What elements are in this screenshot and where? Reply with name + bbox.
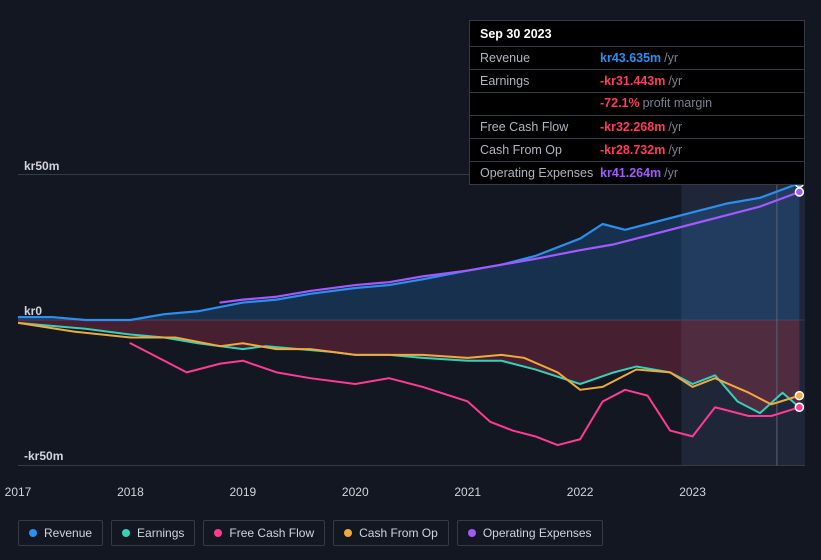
legend-item[interactable]: Cash From Op [333, 520, 449, 546]
legend-item[interactable]: Revenue [18, 520, 103, 546]
tooltip-row-unit: /yr [668, 120, 682, 134]
x-axis-label: 2021 [454, 485, 481, 499]
tooltip-row-unit: /yr [668, 74, 682, 88]
x-axis-label: 2023 [679, 485, 706, 499]
legend-dot [468, 529, 476, 537]
legend-label: Free Cash Flow [229, 526, 314, 540]
legend-item[interactable]: Earnings [111, 520, 195, 546]
legend-dot [344, 529, 352, 537]
tooltip-row-unit: /yr [664, 51, 678, 65]
chart-legend: Revenue Earnings Free Cash Flow Cash From O… [18, 520, 603, 546]
y-axis-label: -kr50m [24, 449, 63, 463]
x-axis-label: 2022 [567, 485, 594, 499]
tooltip-row-value: kr43.635m [600, 51, 661, 65]
tooltip-sub-value: -72.1% [600, 96, 640, 110]
tooltip-row-label: Free Cash Flow [480, 120, 600, 134]
x-axis-label: 2017 [5, 485, 32, 499]
tooltip-row-value: kr41.264m [600, 166, 661, 180]
tooltip-row: Cash From Op-kr28.732m/yr [470, 139, 804, 162]
tooltip-row-value: -kr28.732m [600, 143, 665, 157]
x-axis-label: 2019 [229, 485, 256, 499]
tooltip-row-unit: /yr [664, 166, 678, 180]
x-axis-label: 2020 [342, 485, 369, 499]
legend-dot [122, 529, 130, 537]
tooltip-row: Operating Expenseskr41.264m/yr [470, 162, 804, 184]
tooltip-sub-text: profit margin [643, 96, 712, 110]
x-axis-label: 2018 [117, 485, 144, 499]
legend-dot [214, 529, 222, 537]
tooltip-row-label: Earnings [480, 74, 600, 88]
tooltip-row: Revenuekr43.635m/yr [470, 47, 804, 70]
tooltip-row: Earnings-kr31.443m/yr [470, 70, 804, 93]
tooltip-row-unit: /yr [668, 143, 682, 157]
y-axis-label: kr50m [24, 159, 59, 173]
tooltip-date: Sep 30 2023 [470, 21, 804, 47]
financials-chart[interactable]: kr50mkr0-kr50m 2017201820192020202120222… [18, 160, 805, 480]
tooltip-row-label: Revenue [480, 51, 600, 65]
x-axis-labels: 2017201820192020202120222023 [18, 485, 805, 505]
chart-plot [18, 160, 805, 480]
legend-item[interactable]: Operating Expenses [457, 520, 603, 546]
tooltip-row-value: -kr31.443m [600, 74, 665, 88]
chart-tooltip: Sep 30 2023 Revenuekr43.635m/yrEarnings-… [469, 20, 805, 185]
y-axis-label: kr0 [24, 304, 42, 318]
legend-label: Operating Expenses [483, 526, 592, 540]
tooltip-row-label: Operating Expenses [480, 166, 600, 180]
legend-label: Earnings [137, 526, 184, 540]
legend-label: Revenue [44, 526, 92, 540]
legend-dot [29, 529, 37, 537]
legend-item[interactable]: Free Cash Flow [203, 520, 325, 546]
tooltip-row-label: Cash From Op [480, 143, 600, 157]
tooltip-subrow: -72.1%profit margin [470, 93, 804, 116]
legend-label: Cash From Op [359, 526, 438, 540]
tooltip-row: Free Cash Flow-kr32.268m/yr [470, 116, 804, 139]
tooltip-row-value: -kr32.268m [600, 120, 665, 134]
